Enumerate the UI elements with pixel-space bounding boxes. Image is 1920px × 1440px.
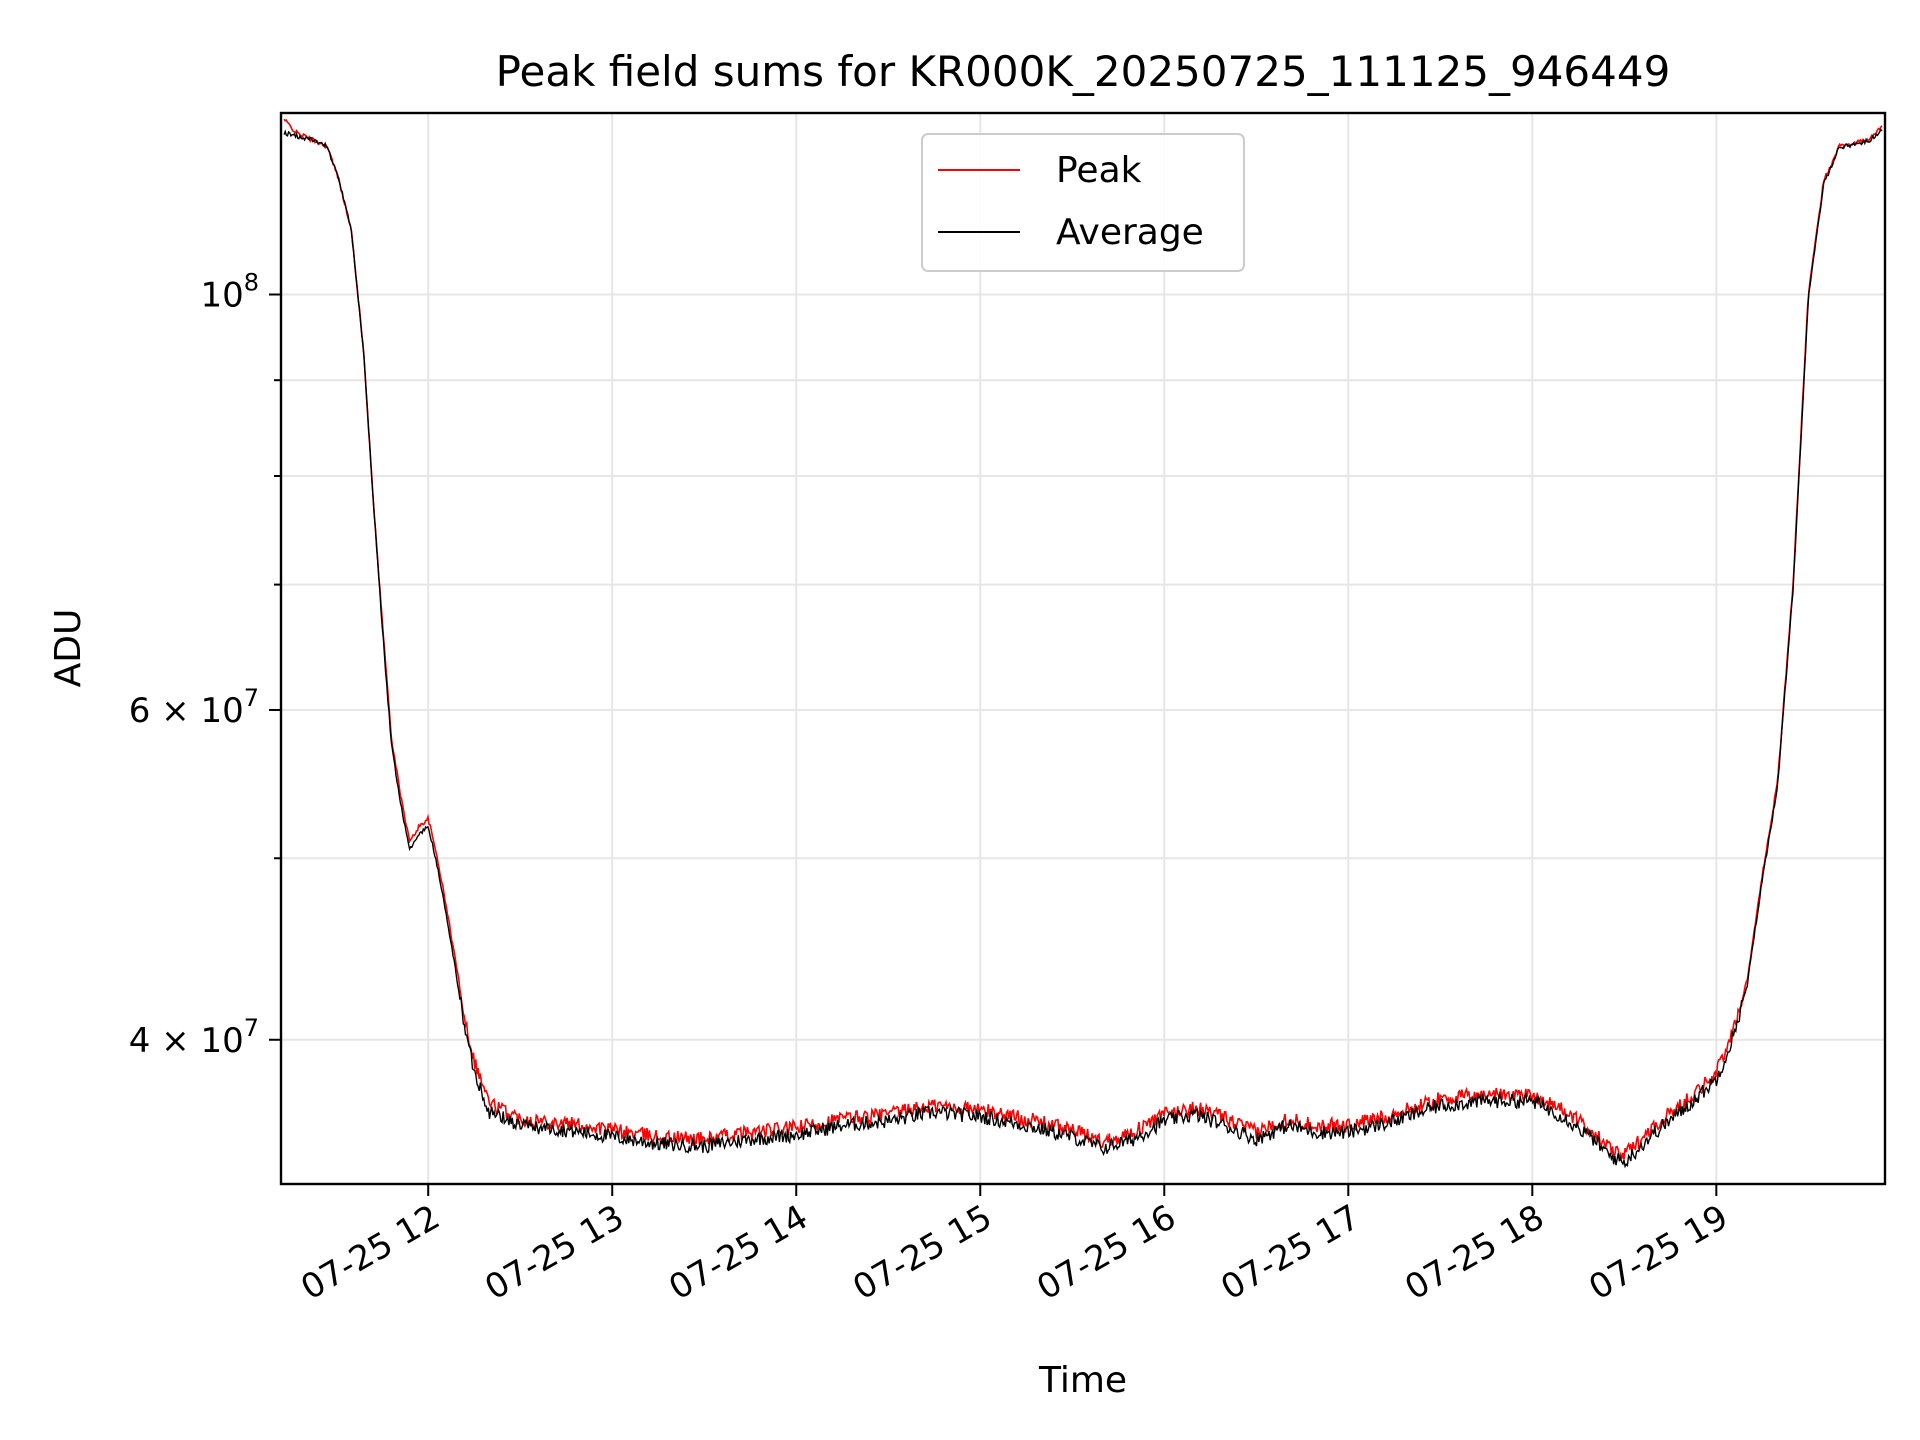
legend: Peak Average bbox=[921, 133, 1245, 272]
y-tick-label: 108 bbox=[200, 268, 259, 315]
y-tick-label: 6 × 107 bbox=[129, 684, 259, 731]
y-axis-label: ADU bbox=[48, 609, 89, 688]
y-tick-label: 4 × 107 bbox=[129, 1014, 259, 1061]
legend-box bbox=[921, 133, 1245, 272]
series-layer bbox=[283, 118, 1883, 1169]
series-line-average bbox=[283, 128, 1883, 1169]
legend-label-peak: Peak bbox=[1056, 150, 1142, 191]
legend-label-average: Average bbox=[1056, 212, 1204, 253]
grid bbox=[281, 113, 1885, 1184]
x-axis-label: Time bbox=[1038, 1360, 1127, 1401]
plot-frame bbox=[279, 111, 1887, 1186]
series-line-peak bbox=[283, 118, 1883, 1161]
chart-title: Peak field sums for KR000K_20250725_1111… bbox=[496, 47, 1671, 96]
